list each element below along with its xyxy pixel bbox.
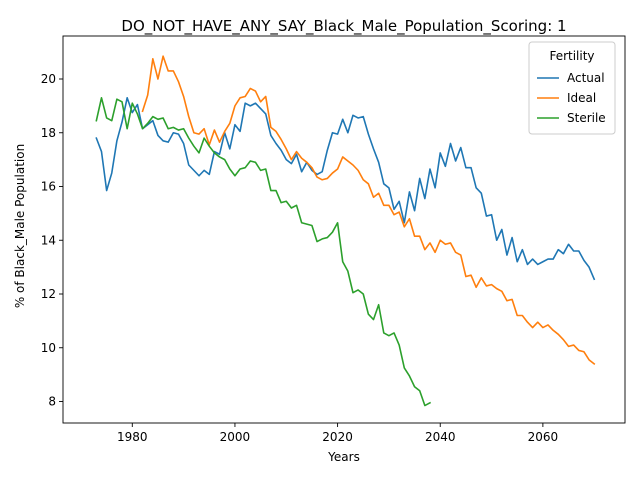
y-tick-label: 16: [41, 180, 56, 194]
series-line-actual: [95, 97, 596, 281]
y-tick-label: 10: [41, 341, 56, 355]
legend-label-actual: Actual: [567, 71, 605, 85]
legend-title: Fertility: [549, 49, 594, 63]
y-tick-label: 20: [41, 72, 56, 86]
series-line-sterile: [95, 97, 432, 407]
y-axis-label: % of Black_Male Population: [13, 144, 27, 308]
y-tick-label: 14: [41, 233, 56, 247]
legend-label-sterile: Sterile: [567, 111, 606, 125]
y-tick-label: 8: [48, 395, 56, 409]
plot-area: 1980 2000 2020 2040 2060 8 10 12 14 16 18 20 Fertili…: [41, 35, 626, 444]
legend-label-ideal: Ideal: [567, 91, 596, 105]
series-line-ideal: [141, 55, 596, 366]
x-tick-label: 2060: [528, 430, 559, 444]
legend-box: [528, 41, 616, 135]
y-tick-label: 18: [41, 126, 56, 140]
x-tick-label: 2020: [322, 430, 353, 444]
chart-title: DO_NOT_HAVE_ANY_SAY_Black_Male_Populatio…: [121, 17, 566, 36]
y-tick-label: 12: [41, 287, 56, 301]
x-tick-label: 1980: [117, 430, 148, 444]
x-axis-label: Years: [327, 450, 360, 464]
x-tick-label: 2000: [220, 430, 251, 444]
x-tick-label: 2040: [425, 430, 456, 444]
axes-frame: [62, 35, 626, 424]
